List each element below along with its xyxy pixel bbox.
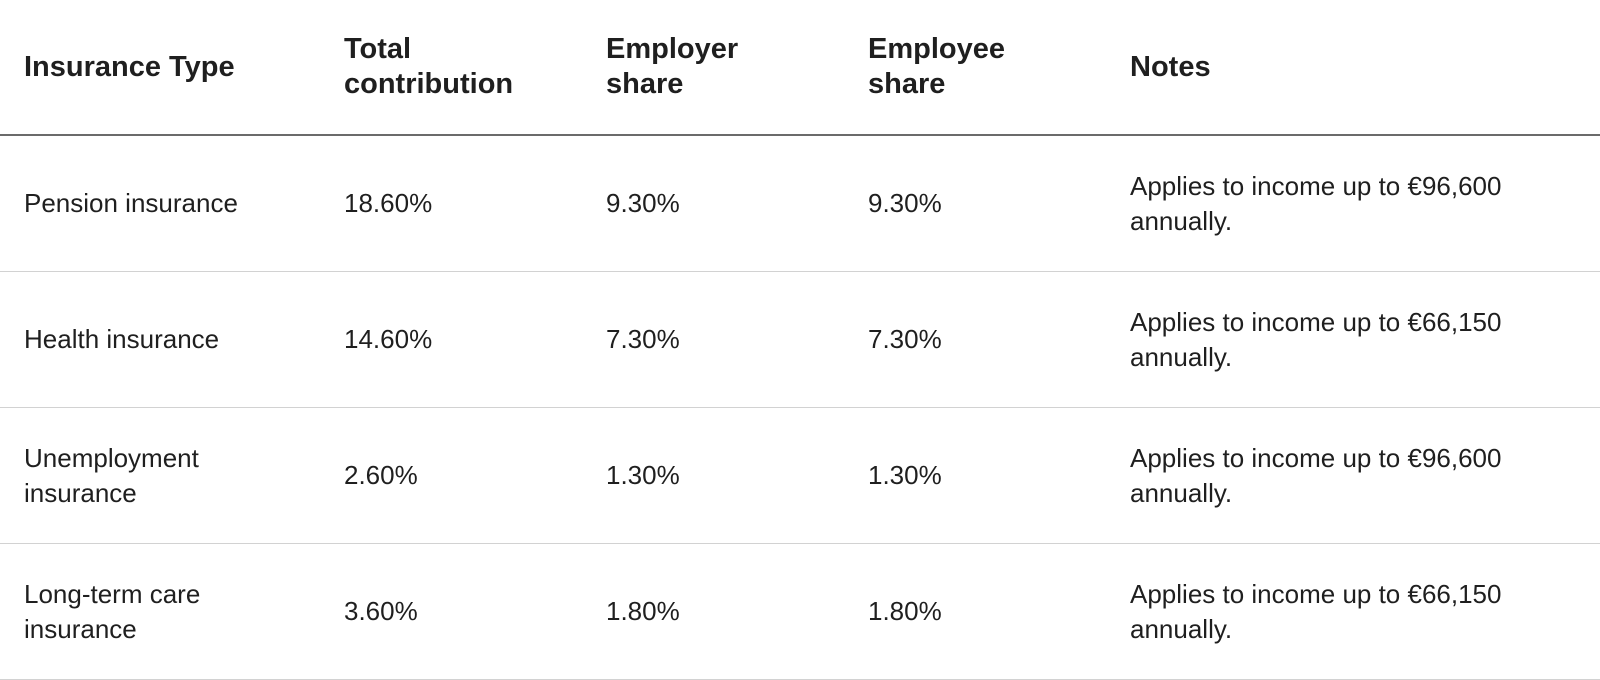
table-row: Unemployment insurance 2.60% 1.30% 1.30%… [0, 407, 1600, 544]
cell-total-contribution: 3.60% [320, 543, 582, 680]
header-employer-share: Employer share [582, 0, 844, 136]
header-row: Insurance Type Total contribution Employ… [0, 0, 1600, 136]
table-header: Insurance Type Total contribution Employ… [0, 0, 1600, 136]
cell-employee-share: 9.30% [844, 135, 1106, 272]
cell-employer-share: 7.30% [582, 271, 844, 408]
cell-insurance-type: Long-term care insurance [0, 543, 320, 680]
header-notes: Notes [1106, 0, 1600, 136]
table-row: Long-term care insurance 3.60% 1.80% 1.8… [0, 543, 1600, 680]
cell-notes: Applies to income up to €96,600 annually… [1106, 135, 1600, 272]
cell-notes: Applies to income up to €66,150 annually… [1106, 543, 1600, 680]
cell-notes: Applies to income up to €66,150 annually… [1106, 271, 1600, 408]
cell-employee-share: 1.30% [844, 407, 1106, 544]
cell-employee-share: 1.80% [844, 543, 1106, 680]
cell-employer-share: 9.30% [582, 135, 844, 272]
cell-insurance-type: Pension insurance [0, 135, 320, 272]
header-employee-share: Employee share [844, 0, 1106, 136]
cell-employer-share: 1.30% [582, 407, 844, 544]
cell-employer-share: 1.80% [582, 543, 844, 680]
table-body: Pension insurance 18.60% 9.30% 9.30% App… [0, 135, 1600, 680]
cell-insurance-type: Health insurance [0, 271, 320, 408]
cell-total-contribution: 2.60% [320, 407, 582, 544]
cell-insurance-type: Unemployment insurance [0, 407, 320, 544]
table-row: Pension insurance 18.60% 9.30% 9.30% App… [0, 135, 1600, 272]
cell-employee-share: 7.30% [844, 271, 1106, 408]
cell-total-contribution: 14.60% [320, 271, 582, 408]
cell-total-contribution: 18.60% [320, 135, 582, 272]
header-insurance-type: Insurance Type [0, 0, 320, 136]
header-total-contribution: Total contribution [320, 0, 582, 136]
cell-notes: Applies to income up to €96,600 annually… [1106, 407, 1600, 544]
table-row: Health insurance 14.60% 7.30% 7.30% Appl… [0, 271, 1600, 408]
